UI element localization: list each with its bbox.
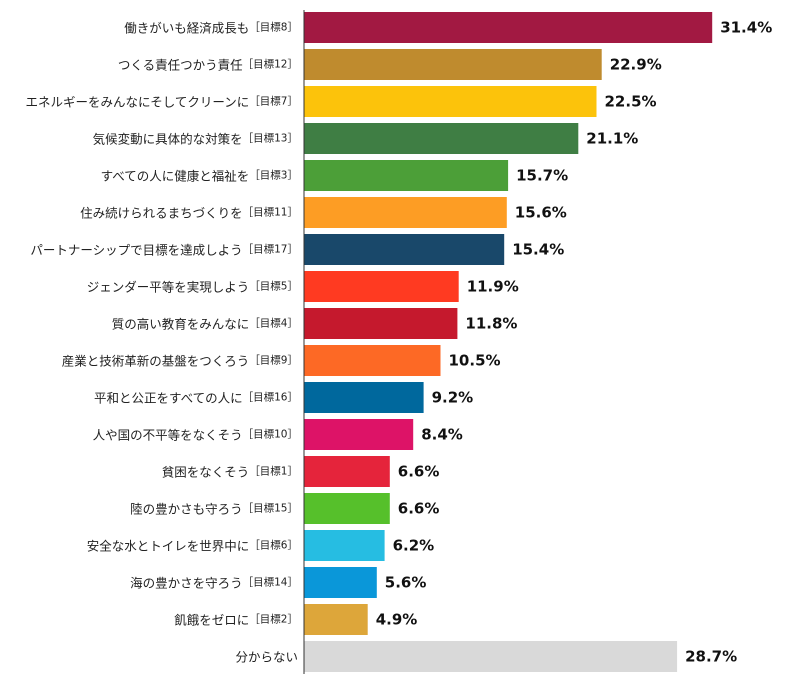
category-name: 働きがいも経済成長も bbox=[124, 20, 249, 35]
goal-number: ［目標1］ bbox=[249, 465, 298, 478]
bar bbox=[304, 86, 597, 117]
category-name: 分からない bbox=[235, 649, 298, 664]
category-label: 安全な水とトイレを世界中に［目標6］ bbox=[87, 538, 298, 553]
category-label: エネルギーをみんなにそしてクリーンに［目標7］ bbox=[26, 94, 298, 109]
category-label: 海の豊かさを守ろう［目標14］ bbox=[130, 575, 298, 590]
value-label: 22.9% bbox=[610, 56, 662, 74]
value-label: 15.4% bbox=[512, 241, 564, 259]
goal-number: ［目標8］ bbox=[249, 21, 298, 34]
value-label: 15.6% bbox=[515, 204, 567, 222]
bar bbox=[304, 49, 602, 80]
bar bbox=[304, 382, 424, 413]
goal-number: ［目標4］ bbox=[249, 317, 298, 330]
category-name: エネルギーをみんなにそしてクリーンに bbox=[26, 94, 250, 109]
category-name: 貧困をなくそう bbox=[162, 464, 250, 479]
category-name: すべての人に健康と福祉を bbox=[101, 168, 250, 183]
bar bbox=[304, 271, 459, 302]
category-label: 人や国の不平等をなくそう［目標10］ bbox=[93, 427, 298, 442]
value-label: 21.1% bbox=[586, 130, 638, 148]
category-name: 平和と公正をすべての人に bbox=[94, 390, 243, 405]
bar bbox=[304, 530, 385, 561]
value-label: 6.6% bbox=[398, 500, 440, 518]
goal-number: ［目標16］ bbox=[243, 391, 298, 404]
goal-number: ［目標2］ bbox=[249, 613, 298, 626]
category-name: 気候変動に具体的な対策を bbox=[93, 131, 243, 146]
category-label: 分からない bbox=[235, 649, 298, 664]
value-label: 10.5% bbox=[449, 352, 501, 370]
goal-number: ［目標17］ bbox=[243, 243, 298, 256]
bar bbox=[304, 604, 368, 635]
category-name: 飢餓をゼロに bbox=[174, 612, 249, 627]
goal-number: ［目標10］ bbox=[243, 428, 298, 441]
bar bbox=[304, 567, 377, 598]
bar bbox=[304, 308, 458, 339]
goal-number: ［目標13］ bbox=[243, 132, 298, 145]
category-name: 住み続けられるまちづくりを bbox=[80, 205, 243, 220]
category-label: 働きがいも経済成長も［目標8］ bbox=[124, 20, 298, 35]
category-name: つくる責任つかう責任 bbox=[118, 57, 243, 72]
value-label: 6.2% bbox=[393, 537, 435, 555]
bar bbox=[304, 493, 390, 524]
goal-number: ［目標9］ bbox=[249, 354, 298, 367]
category-name: 質の高い教育をみんなに bbox=[112, 316, 250, 331]
category-name: 陸の豊かさも守ろう bbox=[130, 501, 243, 516]
bar bbox=[304, 641, 678, 672]
goal-number: ［目標12］ bbox=[243, 58, 298, 71]
category-name: ジェンダー平等を実現しよう bbox=[87, 279, 250, 294]
bars-layer bbox=[304, 12, 713, 672]
bar bbox=[304, 123, 579, 154]
value-label: 28.7% bbox=[685, 648, 737, 666]
value-label: 5.6% bbox=[385, 574, 427, 592]
goal-number: ［目標11］ bbox=[243, 206, 298, 219]
value-label: 6.6% bbox=[398, 463, 440, 481]
category-label: 質の高い教育をみんなに［目標4］ bbox=[112, 316, 298, 331]
bar bbox=[304, 456, 390, 487]
category-name: 海の豊かさを守ろう bbox=[130, 575, 243, 590]
category-label: 陸の豊かさも守ろう［目標15］ bbox=[130, 501, 298, 516]
category-name: 産業と技術革新の基盤をつくろう bbox=[62, 353, 250, 368]
category-name: パートナーシップで目標を達成しよう bbox=[30, 242, 242, 257]
category-label: つくる責任つかう責任［目標12］ bbox=[118, 57, 298, 72]
category-label: パートナーシップで目標を達成しよう［目標17］ bbox=[30, 242, 298, 257]
goal-number: ［目標7］ bbox=[249, 95, 298, 108]
value-label: 15.7% bbox=[516, 167, 568, 185]
category-name: 安全な水とトイレを世界中に bbox=[87, 538, 250, 553]
category-label: すべての人に健康と福祉を［目標3］ bbox=[101, 168, 298, 183]
goal-number: ［目標6］ bbox=[249, 539, 298, 552]
value-label: 31.4% bbox=[720, 19, 772, 37]
category-label: 平和と公正をすべての人に［目標16］ bbox=[94, 390, 298, 405]
bar bbox=[304, 197, 507, 228]
value-labels-layer: 31.4% 22.9% 22.5% 21.1% 15.7% 15.6% 15.4% 11.9%… bbox=[376, 19, 773, 666]
category-label: ジェンダー平等を実現しよう［目標5］ bbox=[87, 279, 298, 294]
category-label: 住み続けられるまちづくりを［目標11］ bbox=[80, 205, 298, 220]
value-label: 8.4% bbox=[421, 426, 463, 444]
value-label: 4.9% bbox=[376, 611, 418, 629]
value-label: 22.5% bbox=[605, 93, 657, 111]
bar bbox=[304, 160, 509, 191]
goal-number: ［目標3］ bbox=[249, 169, 298, 182]
category-name: 人や国の不平等をなくそう bbox=[93, 427, 243, 442]
category-label: 産業と技術革新の基盤をつくろう［目標9］ bbox=[62, 353, 298, 368]
value-label: 11.8% bbox=[465, 315, 517, 333]
bar bbox=[304, 345, 441, 376]
value-label: 11.9% bbox=[467, 278, 519, 296]
bar bbox=[304, 234, 505, 265]
category-labels-layer: 働きがいも経済成長も［目標8］ つくる責任つかう責任［目標12］ エネルギーをみんな… bbox=[26, 20, 298, 664]
bar bbox=[304, 419, 414, 450]
category-label: 気候変動に具体的な対策を［目標13］ bbox=[93, 131, 298, 146]
goal-number: ［目標14］ bbox=[243, 576, 298, 589]
category-label: 飢餓をゼロに［目標2］ bbox=[174, 612, 298, 627]
category-label: 貧困をなくそう［目標1］ bbox=[162, 464, 298, 479]
bar bbox=[304, 12, 713, 43]
goal-number: ［目標5］ bbox=[249, 280, 298, 293]
value-label: 9.2% bbox=[432, 389, 474, 407]
goal-number: ［目標15］ bbox=[243, 502, 298, 515]
